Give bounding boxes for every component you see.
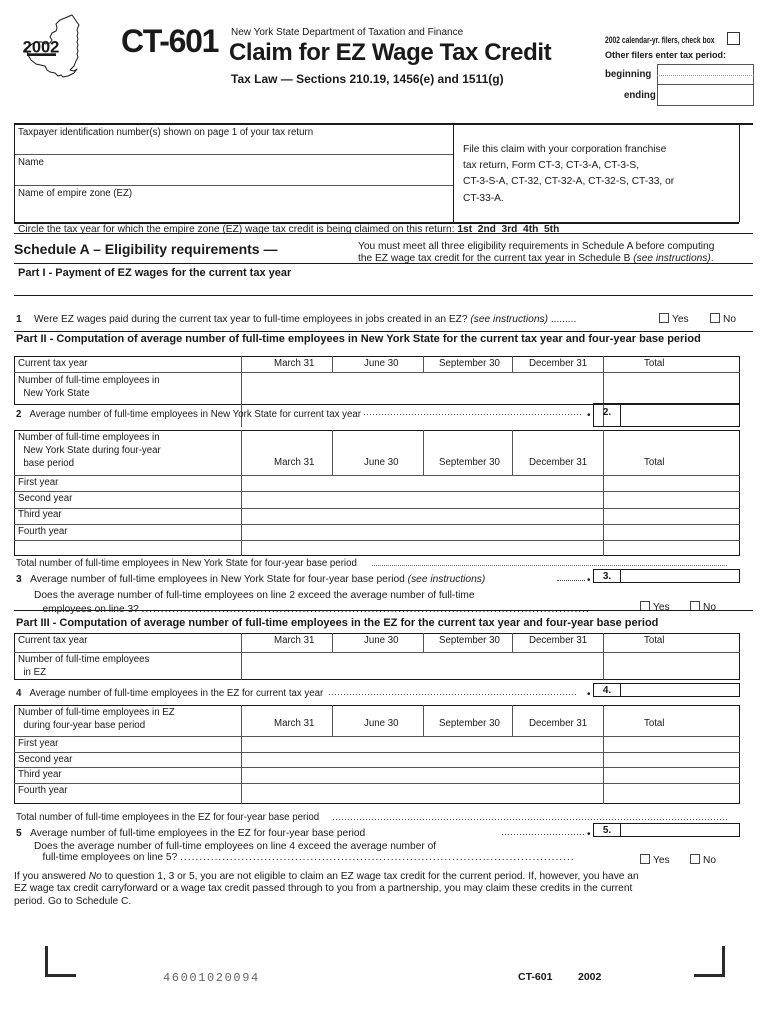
svg-text:2002: 2002 [23, 38, 60, 56]
